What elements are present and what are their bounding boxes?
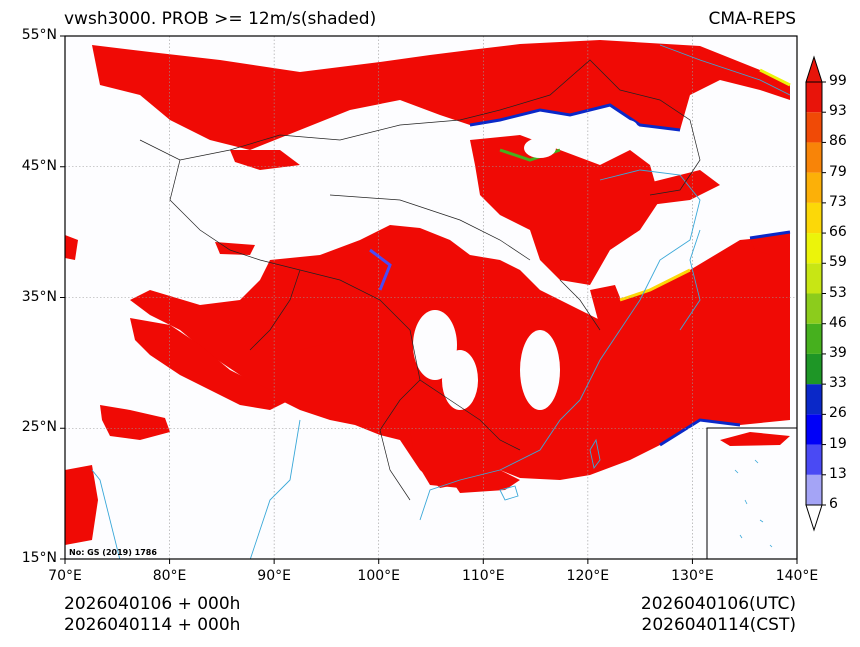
coastline [91,44,791,559]
colorbar-label: 19 [829,435,847,452]
grid-lines [65,36,797,559]
colorbar-label: 86 [829,133,847,150]
colorbar-label: 6 [829,496,838,512]
country-borders [139,59,701,501]
colorbar-label: 53 [829,284,847,301]
lon-label: 110°E [461,568,505,584]
colorbar-segment [806,353,822,385]
lon-label: 80°E [152,568,187,584]
colorbar-label: 13 [829,465,847,482]
init-time-block: 2026040106 + 000h 2026040114 + 000h [64,594,240,636]
shade-india-blob [100,405,170,440]
geographic-lines [91,44,791,559]
colorbar-label: 73 [829,193,847,210]
shade-northeast [470,135,660,285]
shade-central-hole-fill [300,340,370,380]
colorbar-segment [806,112,822,143]
shade-korea-sea [590,285,625,330]
lon-label: 140°E [775,568,819,584]
colorbar-segment [806,293,822,324]
lon-label: 90°E [257,568,291,584]
shade-arabian [65,465,98,545]
shade-north-band [92,40,790,150]
colorbar-label: 59 [829,254,847,271]
lat-label: 35°N [21,288,57,305]
lat-label: 15°N [21,550,57,566]
colorbar-segment [806,474,822,505]
probability-shading [65,40,791,545]
approval-number: No: GS (2019) 1786 [69,548,157,557]
taiwan [589,438,601,470]
colorbar-segment [806,202,822,234]
colorbar-label: 39 [829,344,847,361]
colorbar-segment [806,444,822,475]
map-title: vwsh3000. PROB >= 12m/s(shaded) [64,9,377,29]
colorbar-segment [806,263,822,294]
colorbar-segment [806,414,822,445]
lon-label: 100°E [357,568,400,584]
colorbar-min-extend [805,504,823,532]
shade-india-north [215,242,255,255]
lon-label: 120°E [566,568,610,584]
lat-label: 45°N [21,157,57,174]
colorbar-label: 99 [829,73,847,89]
model-name: CMA-REPS [708,9,796,29]
shade-indochina [410,420,500,488]
valid-utc: 2026040106(UTC) [640,594,796,614]
shade-ne-coast [640,170,720,205]
colorbar-segment [806,323,822,354]
lat-label: 25°N [21,419,57,436]
colorbar-label: 66 [829,224,847,241]
lon-label: 130°E [671,568,714,584]
colorbar-segment [806,233,822,264]
colorbar-label: 33 [829,375,847,392]
lon-label: 70°E [48,568,82,584]
shade-west-edge [65,235,78,260]
colorbar-label: 93 [829,103,847,120]
valid-cst: 2026040114(CST) [641,615,796,635]
shade-nw-blob [230,150,300,170]
scs-inset [706,427,798,560]
lat-label: 55°N [21,27,57,43]
colorbar-segment [806,82,822,113]
colorbar-label: 26 [829,405,847,422]
valid-time-block: 2026040106(UTC) 2026040114(CST) [641,594,796,636]
shade-scs [450,470,520,493]
colorbar-segment [806,384,822,415]
colorbar-segment [806,142,822,173]
init-utc: 2026040106 + 000h [64,594,241,614]
colorbar-segment [806,172,822,203]
colorbar-label: 46 [829,314,847,331]
colorbar [805,55,826,532]
colorbar-max-extend [805,55,823,83]
hainan [499,485,519,501]
init-cst: 2026040114 + 000h [64,615,241,635]
colorbar-label: 79 [829,163,847,180]
shade-west-tibet [130,318,290,410]
